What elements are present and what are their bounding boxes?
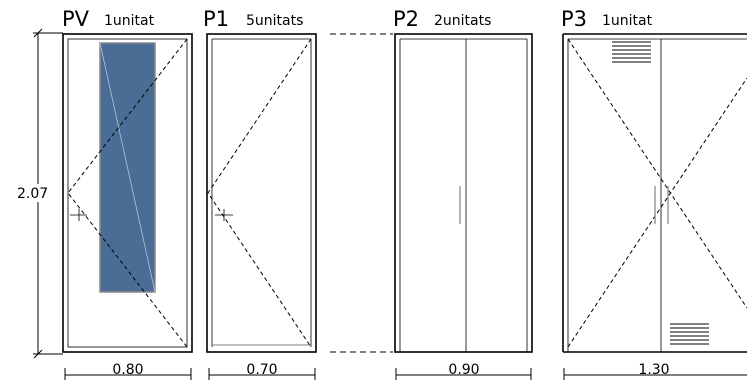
door-pv-handle xyxy=(70,209,87,221)
door-p1: P1 5unitats 0.70 xyxy=(203,7,317,380)
door-p1-quantity: 5unitats xyxy=(246,13,303,29)
door-p1-frame xyxy=(206,33,317,353)
height-label: 2.07 xyxy=(17,186,48,202)
door-p3-width-dimension xyxy=(563,368,747,380)
door-pv-quantity: 1unitat xyxy=(104,13,155,29)
door-p2-code: P2 xyxy=(393,7,419,31)
door-p3: P3 1unitat xyxy=(561,7,747,380)
door-p1-width: 0.70 xyxy=(246,362,277,378)
door-p3-quantity: 1unitat xyxy=(602,13,653,29)
height-label-bg xyxy=(16,184,44,202)
door-p3-swing-lines xyxy=(567,38,747,348)
door-pv-leaf xyxy=(67,38,188,348)
door-pv-width-dimension xyxy=(64,368,192,380)
door-p3-width: 1.30 xyxy=(638,362,669,378)
door-p2-quantity: 2unitats xyxy=(434,13,491,29)
door-p1-handle xyxy=(215,209,233,221)
door-p2-frame xyxy=(394,33,533,353)
door-p1-width-dimension xyxy=(208,368,316,380)
door-p3-code: P3 xyxy=(561,7,587,31)
door-pv-code: PV xyxy=(62,7,90,31)
door-p3-louvre-top xyxy=(612,41,651,63)
door-p3-louvre-bottom xyxy=(670,323,709,345)
door-p2: P2 2unitats 0.90 xyxy=(393,7,533,380)
dashed-connector xyxy=(330,33,393,353)
door-p1-swing-lines xyxy=(207,38,312,348)
door-p2-width-dimension xyxy=(395,368,532,380)
door-pv: PV 1unitat 0.80 xyxy=(62,7,193,380)
door-pv-swing-lines xyxy=(67,38,188,348)
door-p1-code: P1 xyxy=(203,7,229,31)
door-pv-frame xyxy=(62,33,193,353)
door-p3-handles xyxy=(654,186,669,224)
door-pv-glass-reflection xyxy=(99,42,156,293)
door-pv-width: 0.80 xyxy=(112,362,143,378)
door-p2-width: 0.90 xyxy=(448,362,479,378)
